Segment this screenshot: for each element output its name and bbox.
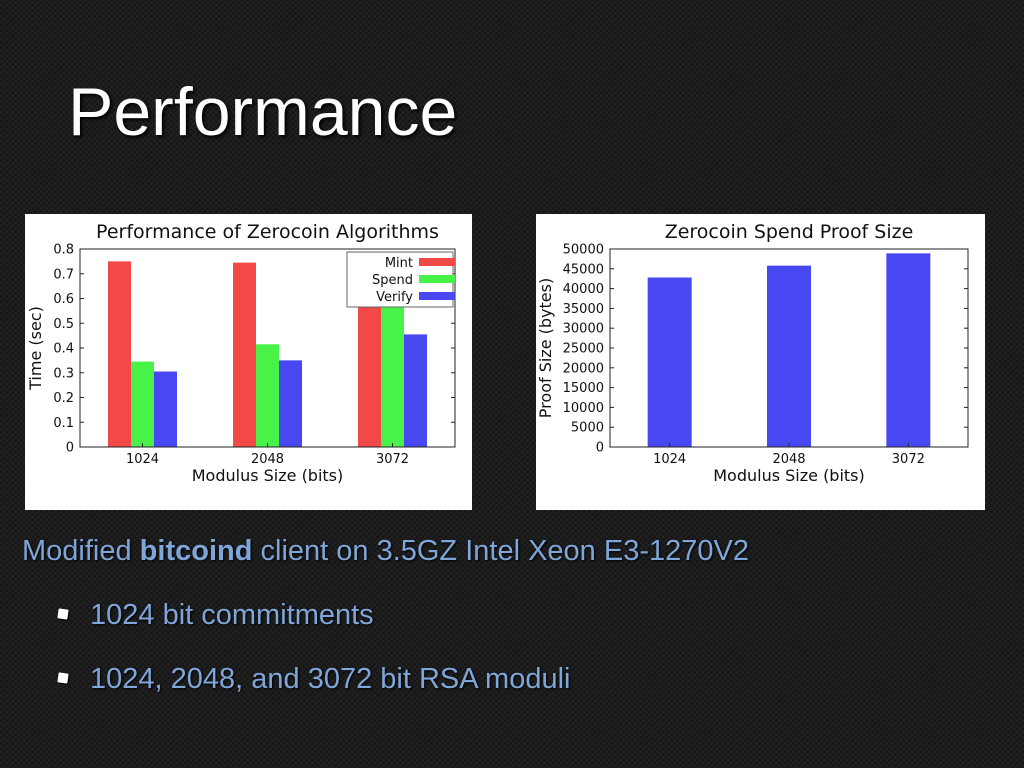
plot-frame: [609, 248, 969, 448]
slide-title: Performance: [68, 74, 458, 150]
y-tick-label: 40000: [563, 282, 604, 297]
lead-bold: bitcoind: [139, 535, 253, 567]
x-tick-label: 1024: [126, 452, 159, 467]
bar-verify-2048: [279, 360, 302, 447]
y-tick-label: 45000: [563, 262, 604, 277]
bar-verify-3072: [404, 334, 427, 447]
y-tick-label: 0.6: [53, 292, 74, 307]
legend-label: Mint: [385, 256, 413, 271]
y-tick-label: 0.3: [53, 366, 74, 381]
bar-value-3072: [886, 253, 931, 447]
bar-spend-3072: [381, 307, 404, 447]
x-tick-label: 2048: [251, 452, 284, 467]
chart-title: Zerocoin Spend Proof Size: [665, 221, 914, 243]
y-tick-label: 0: [66, 441, 74, 456]
y-tick-label: 20000: [563, 361, 604, 376]
y-tick-label: 0.4: [53, 342, 74, 357]
legend-label: Spend: [372, 273, 413, 288]
y-tick-label: 0: [596, 441, 604, 456]
spend-proof-size-chart-svg: Zerocoin Spend Proof Size 1024 2048 3072 0 50…: [536, 221, 969, 485]
y-tick-label: 0.5: [53, 317, 74, 332]
y-tick-label: 25000: [563, 342, 604, 357]
y-tick-label: 30000: [563, 322, 604, 337]
x-axis-label: Modulus Size (bits): [713, 466, 865, 485]
bar-mint-1024: [108, 261, 131, 447]
bullet-square-icon: [57, 608, 69, 620]
y-tick-label: 15000: [563, 381, 604, 396]
bullet-text-2: 1024, 2048, and 3072 bit RSA moduli: [90, 663, 571, 695]
lead-text: Modified bitcoind client on 3.5GZ Intel …: [22, 530, 842, 572]
y-tick-label: 10000: [563, 401, 604, 416]
chart-title: Performance of Zerocoin Algorithms: [96, 221, 439, 243]
lead-after: client on 3.5GZ Intel Xeon E3-1270V2: [252, 535, 749, 567]
bullet-list: Modified bitcoind client on 3.5GZ Intel …: [22, 530, 842, 700]
bar-value-2048: [767, 265, 811, 447]
y-axis-label: Proof Size (bytes): [536, 278, 555, 418]
y-tick-label: 50000: [563, 243, 604, 258]
bar-spend-2048: [256, 344, 279, 447]
lead-before: Modified: [22, 535, 140, 567]
legend-swatch-verify: [419, 292, 455, 300]
legend-swatch-spend: [419, 275, 455, 283]
bullet-item-1: 1024 bit commitments: [57, 594, 842, 636]
bar-mint-2048: [233, 262, 256, 447]
bar-verify-1024: [154, 371, 177, 447]
bar-spend-1024: [131, 361, 154, 447]
bullet-text-1: 1024 bit commitments: [90, 599, 374, 631]
y-tick-label: 5000: [571, 421, 604, 436]
x-tick-label: 3072: [892, 452, 925, 467]
x-tick-label: 2048: [772, 452, 805, 467]
bar-value-1024: [647, 277, 692, 447]
x-tick-label: 3072: [376, 452, 409, 467]
y-tick-label: 0.1: [53, 416, 74, 431]
y-axis-label: Time (sec): [26, 306, 45, 391]
y-tick-label: 0.8: [53, 243, 74, 258]
legend-swatch-mint: [419, 258, 455, 266]
y-tick-label: 0.7: [53, 267, 74, 282]
zerocoin-algorithms-chart-svg: Performance of Zerocoin Algorithms 1024 20…: [26, 221, 456, 485]
legend-label: Verify: [376, 290, 413, 305]
spend-proof-size-chart: Zerocoin Spend Proof Size 1024 2048 3072 0 50…: [536, 214, 985, 510]
x-tick-label: 1024: [653, 452, 686, 467]
bullet-item-2: 1024, 2048, and 3072 bit RSA moduli: [57, 658, 842, 700]
plot-frame: [79, 248, 456, 448]
x-axis-label: Modulus Size (bits): [192, 466, 344, 485]
y-tick-label: 35000: [563, 302, 604, 317]
bullet-square-icon: [57, 672, 69, 684]
zerocoin-algorithms-chart: Performance of Zerocoin Algorithms 1024 20…: [25, 214, 472, 510]
y-tick-label: 0.2: [53, 391, 74, 406]
